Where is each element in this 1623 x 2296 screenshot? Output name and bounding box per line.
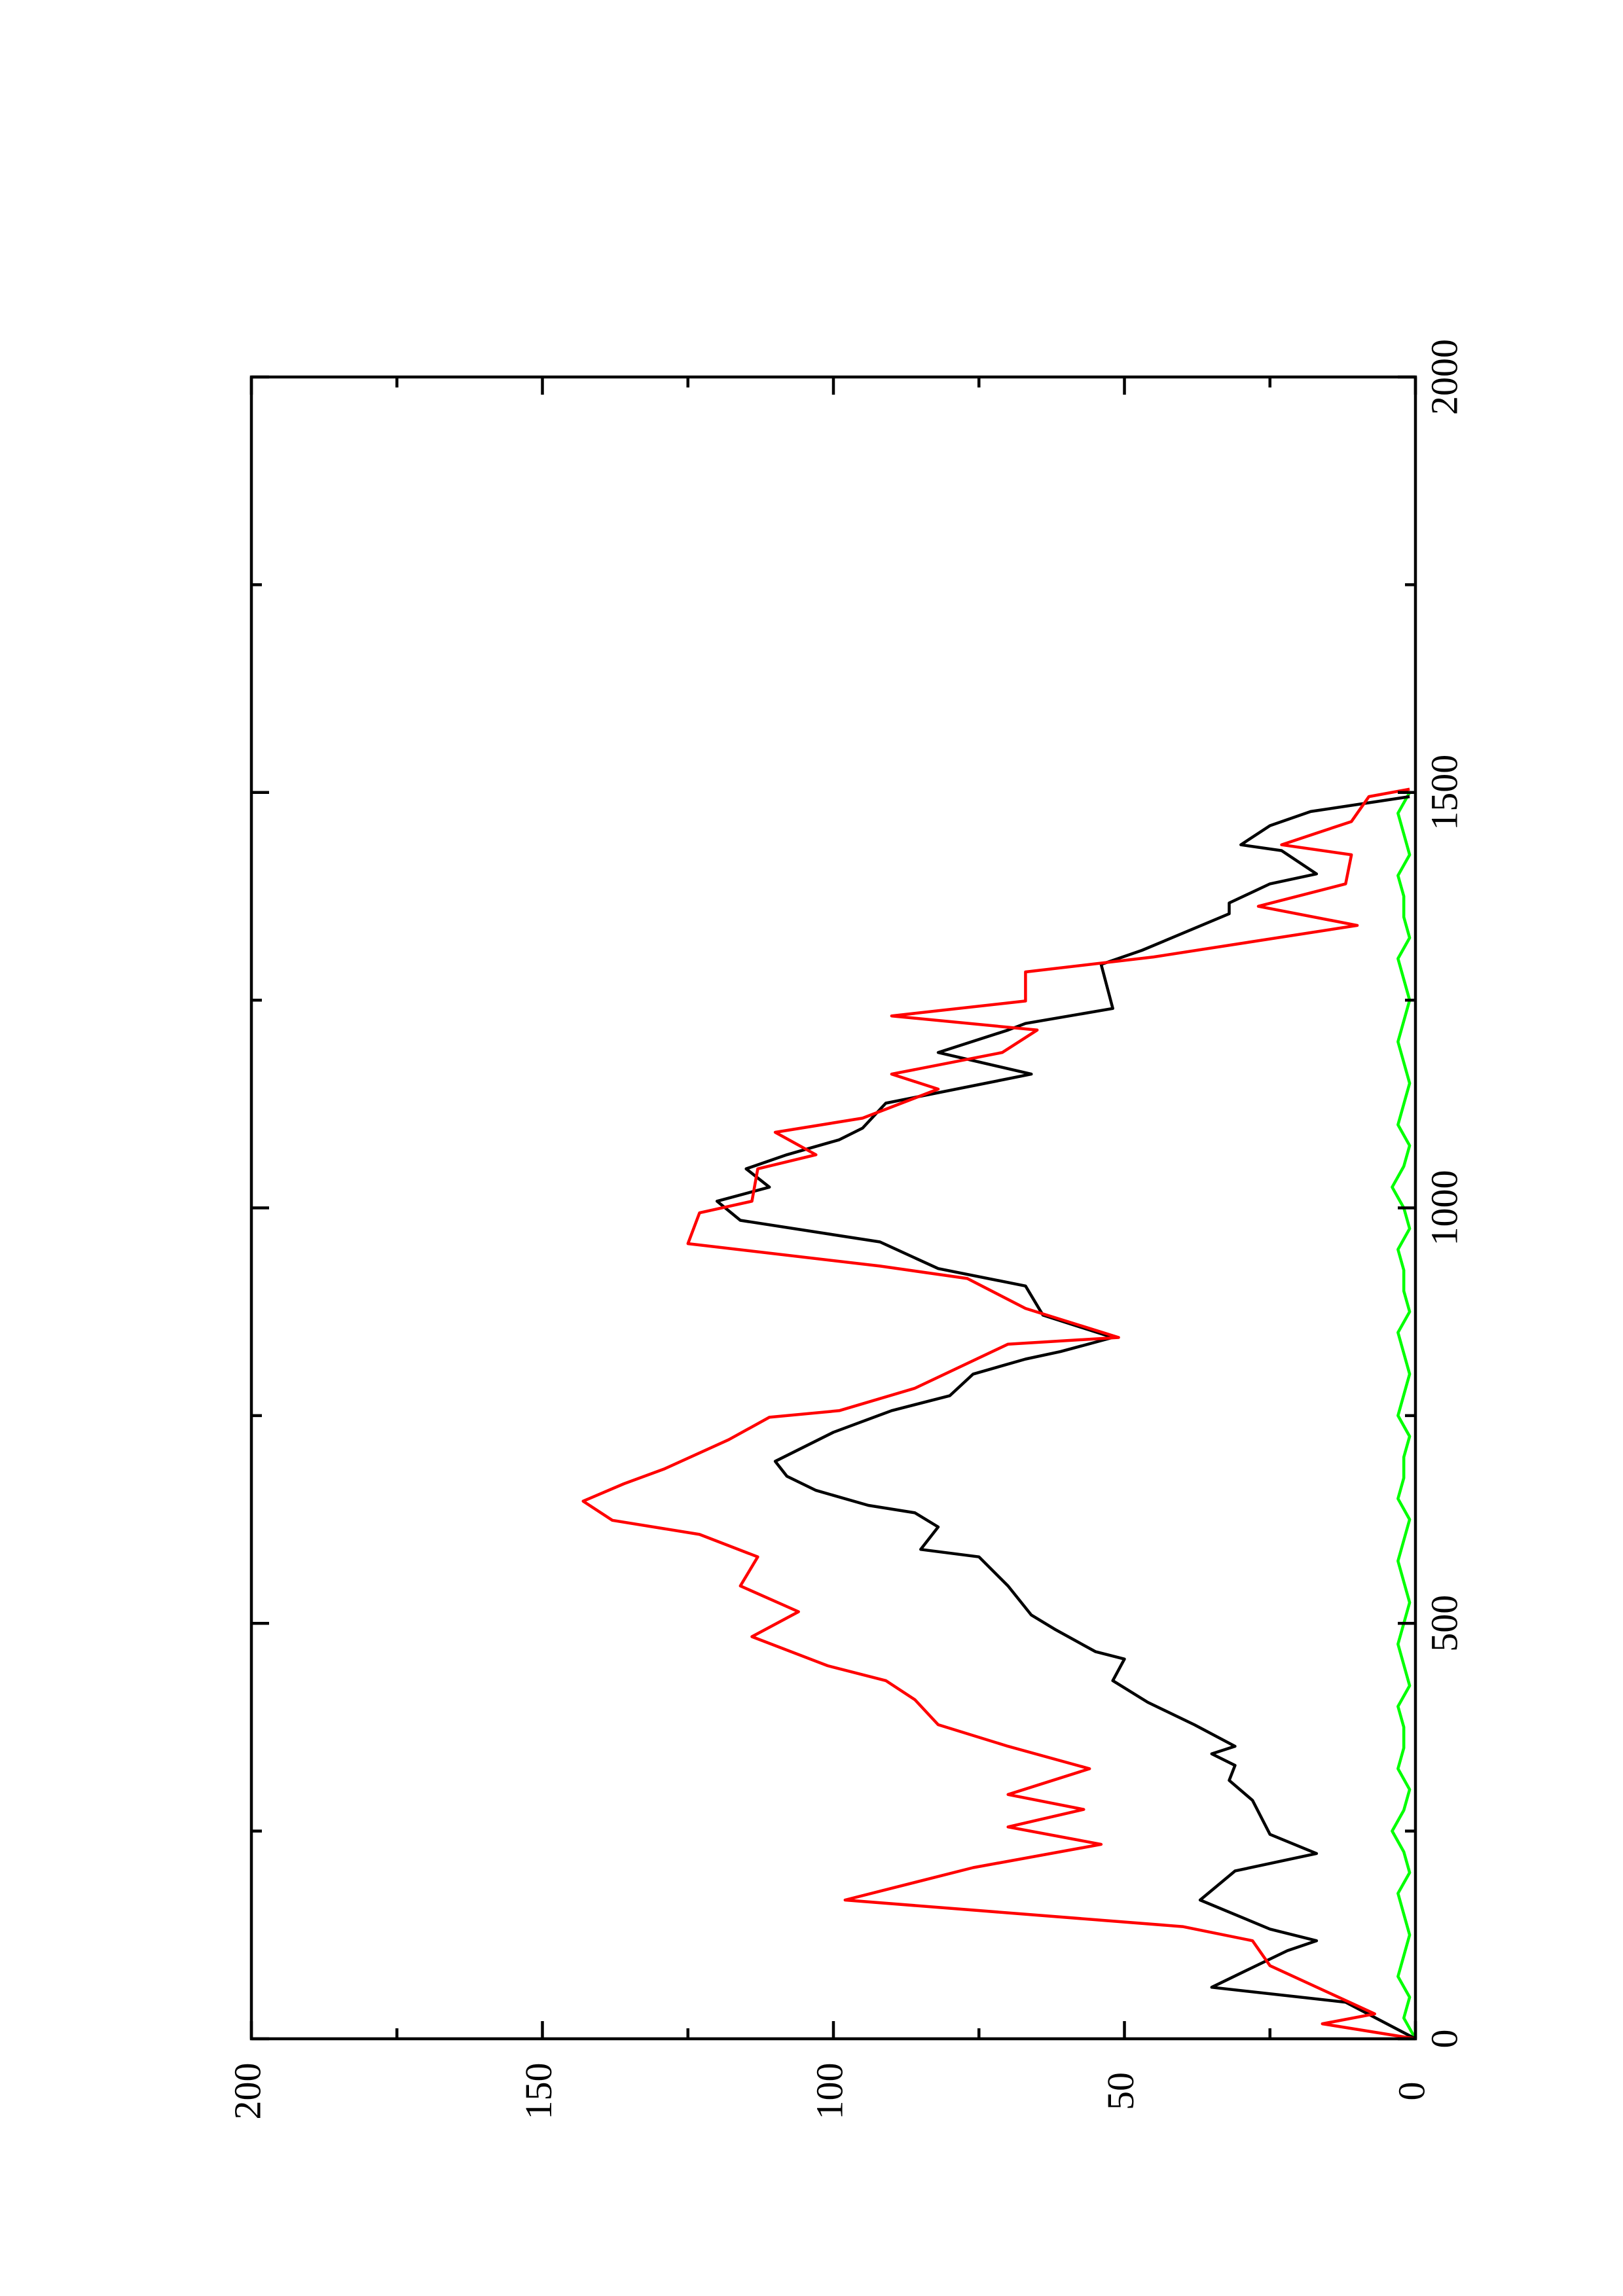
x-tick-label: 1000 [1423, 1170, 1465, 1246]
data-line [581, 787, 1416, 2041]
x-tick-label: 500 [1423, 1595, 1465, 1652]
x-tick-label: 0 [1423, 2030, 1465, 2049]
x-tick-label: 2000 [1423, 339, 1465, 415]
y-tick-label: 0 [1390, 2082, 1432, 2101]
y-tick-label: 100 [808, 2063, 850, 2120]
x-tick-label: 1500 [1423, 755, 1465, 831]
y-tick-label: 50 [1099, 2072, 1142, 2110]
y-tick-label: 200 [226, 2063, 268, 2120]
data-line [715, 795, 1417, 2040]
y-tick-label: 150 [517, 2063, 560, 2120]
